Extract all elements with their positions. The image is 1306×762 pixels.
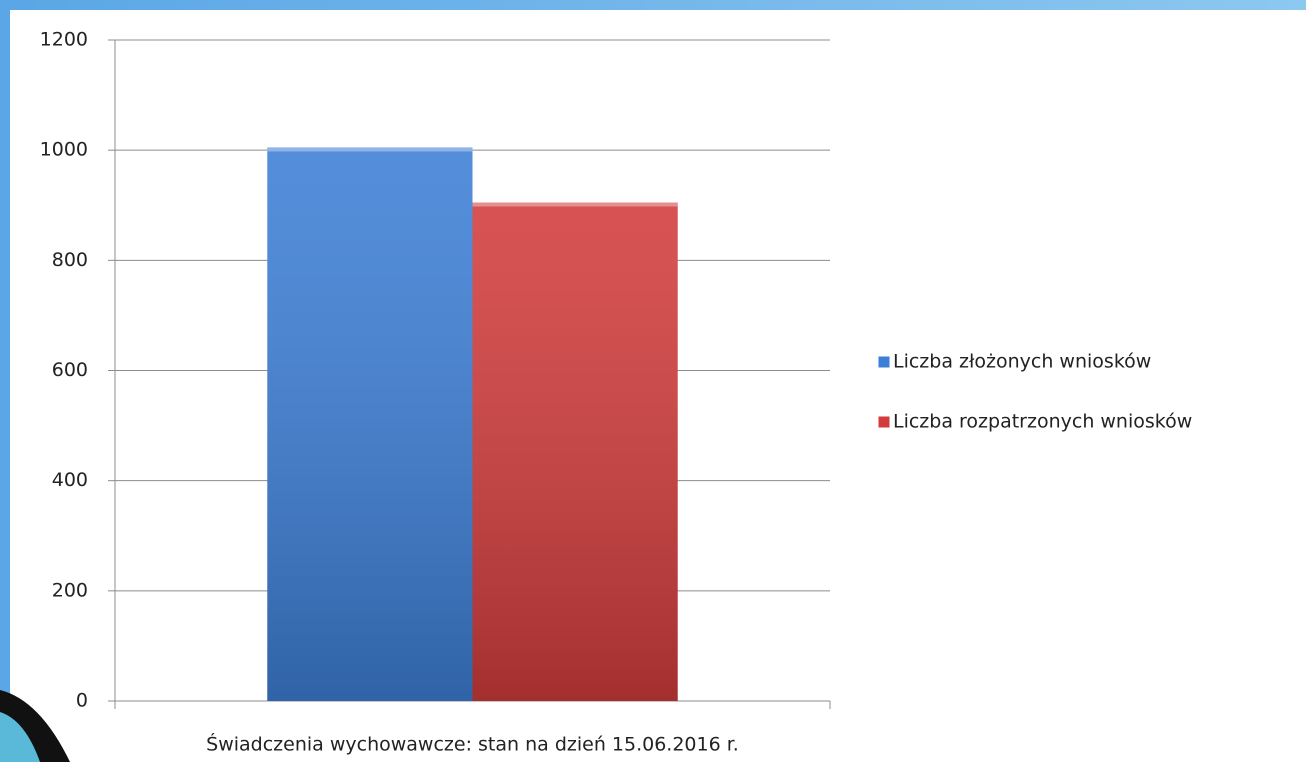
decoration xyxy=(0,712,40,762)
bar-shade xyxy=(267,147,473,702)
legend-swatch xyxy=(877,415,891,429)
y-tick-label: 600 xyxy=(52,359,88,381)
bar-highlight xyxy=(472,202,678,207)
y-tick-label: 200 xyxy=(52,579,88,601)
x-tick-label: Świadczenia wychowawcze: stan na dzień 1… xyxy=(206,732,739,756)
legend-label: Liczba złożonych wniosków xyxy=(893,351,1151,373)
y-tick-label: 1000 xyxy=(40,139,88,161)
y-tick-label: 800 xyxy=(52,249,88,271)
y-tick-label: 1200 xyxy=(40,29,88,51)
bar-shade xyxy=(472,202,678,701)
legend-swatch xyxy=(877,355,891,369)
y-tick-label: 400 xyxy=(52,469,88,491)
y-tick-label: 0 xyxy=(76,690,88,712)
legend-label: Liczba rozpatrzonych wniosków xyxy=(893,411,1192,433)
bar-highlight xyxy=(267,147,473,152)
